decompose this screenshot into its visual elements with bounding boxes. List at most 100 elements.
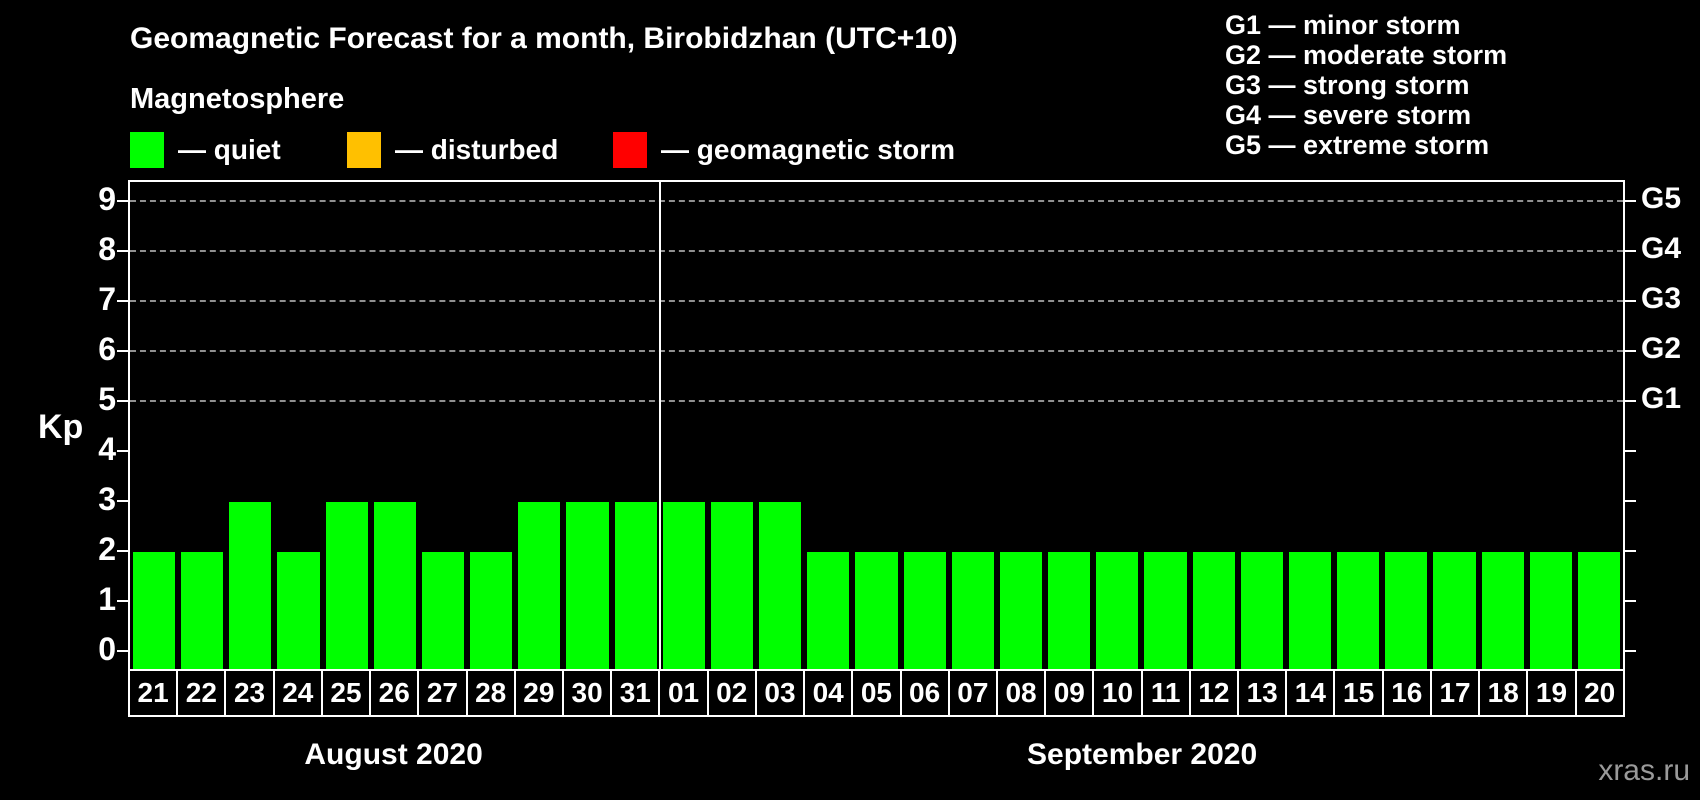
right-axis-label-g4: G4 bbox=[1641, 232, 1682, 265]
day-label: 19 bbox=[1526, 671, 1574, 715]
kp-bar bbox=[1481, 552, 1524, 669]
gridline bbox=[130, 200, 1623, 202]
kp-bar bbox=[181, 552, 224, 669]
kp-bar bbox=[1385, 552, 1428, 669]
y-axis-tick bbox=[117, 250, 128, 252]
chart-title: Geomagnetic Forecast for a month, Birobi… bbox=[130, 22, 958, 55]
kp-bar bbox=[710, 502, 754, 669]
day-label: 11 bbox=[1140, 671, 1189, 715]
day-label: 21 bbox=[137, 677, 169, 708]
y-tick-label: 1 bbox=[98, 581, 116, 617]
gridline bbox=[130, 250, 1623, 252]
storm-scale-item-g3: G3 — strong storm bbox=[1225, 70, 1470, 100]
y-tick-label: 7 bbox=[98, 281, 116, 317]
y-tick-label: 3 bbox=[98, 481, 116, 517]
kp-bar bbox=[325, 502, 368, 669]
gridline bbox=[130, 350, 1623, 352]
kp-bar bbox=[1240, 552, 1283, 669]
y-axis-tick bbox=[117, 300, 128, 302]
right-axis-tick bbox=[1625, 200, 1636, 202]
month-label: August 2020 bbox=[304, 738, 483, 771]
day-label: 14 bbox=[1285, 671, 1333, 715]
kp-bar bbox=[999, 552, 1043, 669]
day-label: 23 bbox=[224, 671, 272, 715]
day-label: 22 bbox=[176, 671, 224, 715]
kp-bar bbox=[470, 552, 513, 669]
right-axis-tick bbox=[1625, 400, 1636, 402]
kp-bar bbox=[855, 552, 898, 669]
storm-scale-item-g2: G2 — moderate storm bbox=[1225, 40, 1508, 70]
month-label: September 2020 bbox=[1027, 738, 1258, 771]
y-tick-label: 8 bbox=[98, 231, 116, 267]
day-label: 09 bbox=[1044, 671, 1092, 715]
day-label: 06 bbox=[899, 671, 948, 715]
storm-scale-item-g5: G5 — extreme storm bbox=[1225, 130, 1490, 160]
magnetosphere-label: Magnetosphere bbox=[130, 83, 345, 115]
day-label: 27 bbox=[417, 671, 465, 715]
right-axis-label-g2: G2 bbox=[1641, 332, 1682, 365]
kp-bar bbox=[1144, 552, 1187, 669]
kp-bar bbox=[1048, 552, 1091, 669]
y-tick-label: 6 bbox=[98, 331, 116, 367]
kp-bar bbox=[1337, 552, 1380, 669]
right-axis-tick bbox=[1625, 450, 1636, 452]
y-axis-tick bbox=[117, 550, 128, 552]
y-axis-label: Kp bbox=[38, 408, 84, 446]
right-axis-label-g3: G3 bbox=[1641, 282, 1682, 315]
day-label: 16 bbox=[1381, 671, 1430, 715]
day-axis-strip: 21 22 23 24 25 26 27 28 29 30 31 01 02 03 04 05 06 07 08 09… bbox=[128, 669, 1625, 717]
kp-bar bbox=[1096, 552, 1139, 669]
y-axis-tick bbox=[117, 200, 128, 202]
disturbed-color-swatch bbox=[347, 132, 381, 168]
day-label: 03 bbox=[754, 671, 803, 715]
kp-bar bbox=[277, 552, 320, 669]
kp-bar bbox=[421, 552, 465, 669]
storm-scale-item-g4: G4 — severe storm bbox=[1225, 100, 1472, 130]
day-label: 29 bbox=[513, 671, 562, 715]
legend-item-disturbed: — disturbed bbox=[347, 131, 558, 169]
month-labels-row: August 2020 September 2020 bbox=[128, 738, 1625, 772]
y-tick-label: 4 bbox=[98, 431, 116, 467]
day-label: 02 bbox=[706, 671, 755, 715]
day-label: 30 bbox=[561, 671, 610, 715]
plot-area: 0 1 2 3 4 5 6 7 8 9 G1 G2 G3 G4 G5 bbox=[98, 180, 1681, 669]
quiet-color-swatch bbox=[130, 132, 164, 168]
kp-bar bbox=[518, 502, 561, 669]
right-axis-tick bbox=[1625, 500, 1636, 502]
kp-bar bbox=[614, 502, 657, 669]
gridline bbox=[130, 400, 1623, 402]
day-label: 12 bbox=[1188, 671, 1237, 715]
y-axis-tick bbox=[117, 600, 128, 602]
kp-bar bbox=[1529, 552, 1572, 669]
month-separator-line bbox=[658, 182, 661, 669]
kp-bar bbox=[1577, 552, 1620, 669]
y-axis-tick bbox=[117, 450, 128, 452]
day-label: 20 bbox=[1574, 671, 1623, 715]
storm-scale-legend: G1 — minor storm G2 — moderate storm G3 … bbox=[1225, 10, 1507, 160]
legend-label-quiet: — quiet bbox=[178, 134, 281, 165]
legend-label-disturbed: — disturbed bbox=[395, 134, 559, 165]
y-axis-tick bbox=[117, 350, 128, 352]
y-axis-tick bbox=[117, 650, 128, 652]
right-axis-label-g5: G5 bbox=[1641, 182, 1682, 215]
kp-bar bbox=[229, 502, 272, 669]
y-axis-tick bbox=[117, 500, 128, 502]
legend-label-storm: — geomagnetic storm bbox=[661, 134, 956, 165]
watermark: xras.ru bbox=[1598, 754, 1690, 787]
kp-bar bbox=[373, 502, 416, 669]
day-label: 07 bbox=[947, 671, 996, 715]
day-label: 18 bbox=[1478, 671, 1526, 715]
legend-item-quiet: — quiet bbox=[130, 131, 281, 169]
kp-bar bbox=[566, 502, 609, 669]
kp-bar bbox=[662, 502, 705, 669]
day-label: 17 bbox=[1429, 671, 1478, 715]
right-axis-tick bbox=[1625, 250, 1636, 252]
day-label: 24 bbox=[272, 671, 321, 715]
right-axis-tick bbox=[1625, 600, 1636, 602]
day-label: 26 bbox=[369, 671, 417, 715]
gridline bbox=[130, 300, 1623, 302]
day-label: 28 bbox=[465, 671, 514, 715]
y-tick-label: 2 bbox=[98, 531, 116, 567]
kp-bar bbox=[951, 552, 994, 669]
kp-bar bbox=[807, 552, 850, 669]
